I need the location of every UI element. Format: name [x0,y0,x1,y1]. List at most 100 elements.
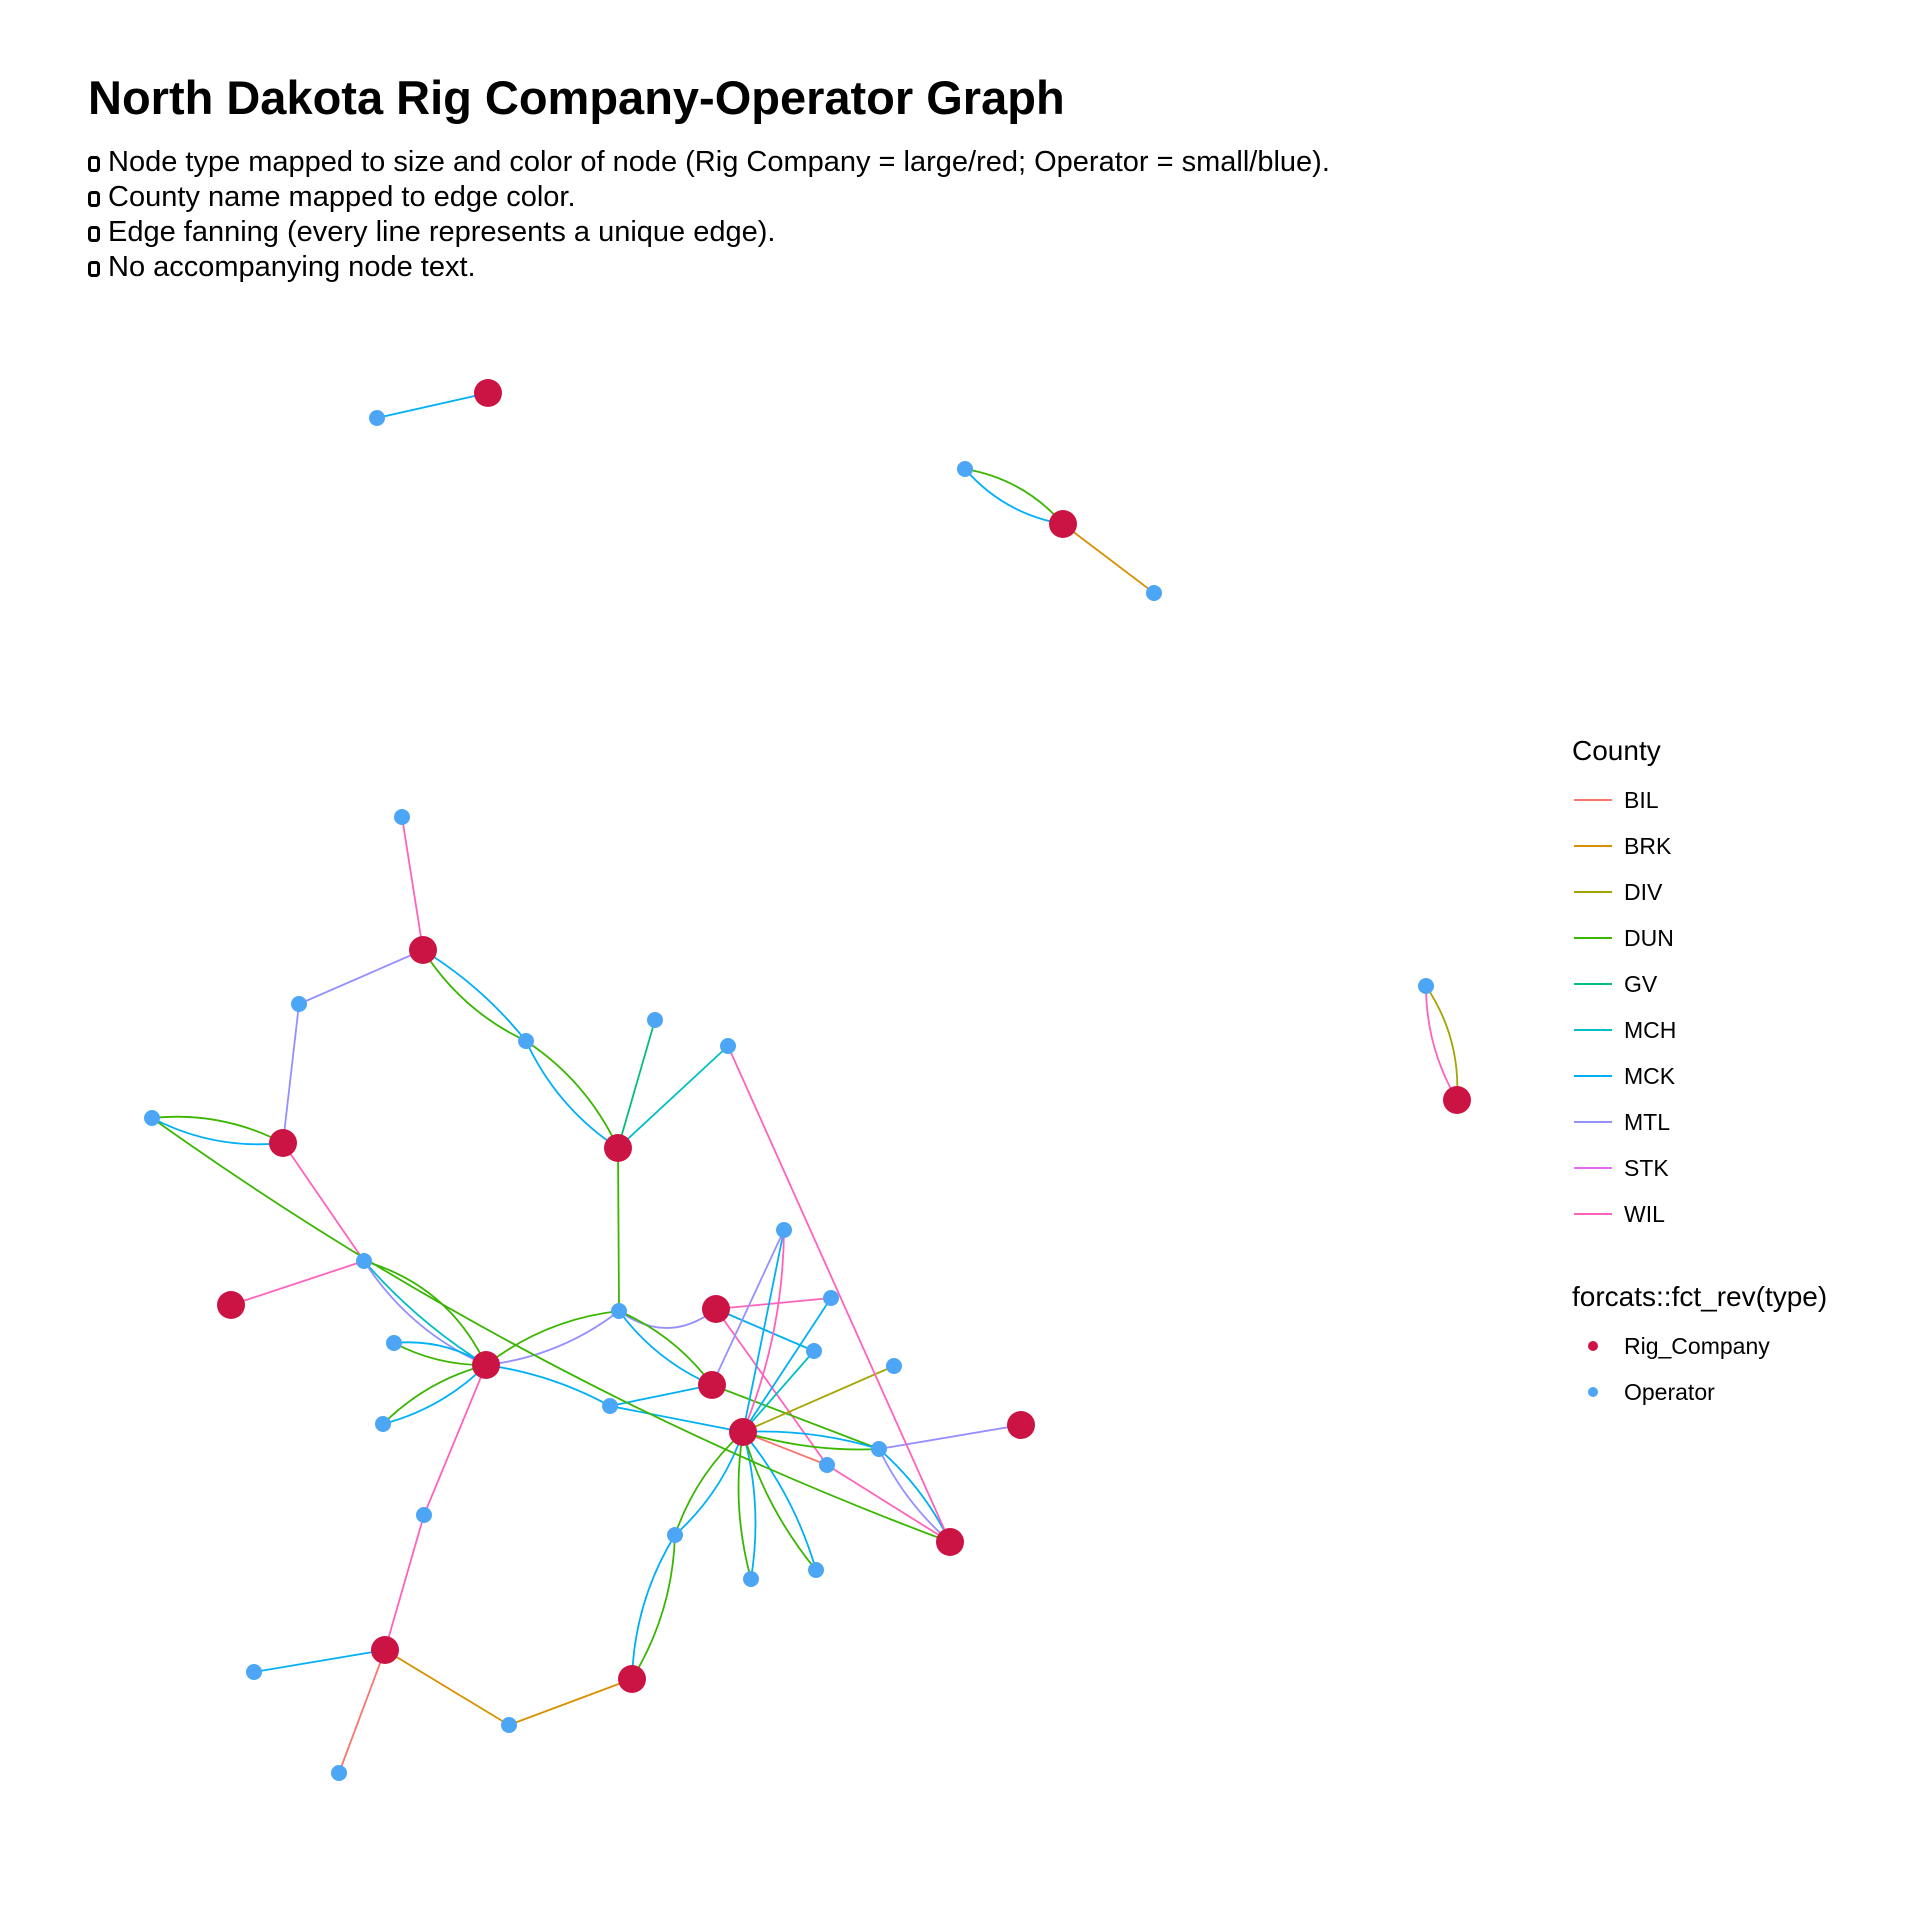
legend-county-item: BIL [1572,777,1827,823]
graph-edge [727,1045,951,1543]
legend-county-item: MCH [1572,1007,1827,1053]
bullet-icon [88,261,100,277]
legend-type-item: Operator [1572,1369,1827,1415]
subtitle-line: Edge fanning (every line represents a un… [88,215,1330,250]
graph-edge [525,1040,619,1149]
legend-dot [1588,1387,1598,1397]
graph-edge [711,1229,785,1386]
graph-edge [1062,523,1155,594]
rig-company-node [371,1636,399,1664]
legend-county-label: MCK [1624,1062,1676,1089]
operator-node [144,1110,160,1126]
legend-county-item: DUN [1572,915,1827,961]
rig-company-node [409,936,437,964]
operator-node [394,809,410,825]
operator-node [886,1358,902,1374]
graph-edge [298,949,424,1005]
operator-node [1418,978,1434,994]
legend-line-swatch [1574,1213,1612,1215]
chart-subtitle: Node type mapped to size and color of no… [88,145,1330,285]
graph-edge [282,1003,300,1144]
graph-edge [742,1431,817,1571]
legend-line-swatch [1574,891,1612,893]
graph-edge [363,1260,487,1366]
graph-edge [711,1384,880,1450]
legend-county-label: STK [1624,1154,1669,1181]
legend-line-swatch [1574,799,1612,801]
graph-edge [230,1260,365,1306]
graph-edge [618,1310,713,1386]
graph-edge [742,1431,817,1571]
rig-company-node [618,1665,646,1693]
subtitle-line: Node type mapped to size and color of no… [88,145,1330,180]
rig-company-node [217,1291,245,1319]
legend-county-label: GV [1624,970,1658,997]
graph-edge [384,1514,425,1651]
operator-node [667,1527,683,1543]
legend-county: County BIL BRK DIV DUN GV MCH MCK MTL STK WIL [1572,735,1827,1237]
graph-edge [631,1534,676,1680]
chart-title: North Dakota Rig Company-Operator Graph [88,71,1065,124]
graph-edge [742,1431,880,1451]
graph-edge [617,1019,656,1149]
operator-node [957,461,973,477]
graph-edge [363,1260,487,1366]
legend-county-item: WIL [1572,1191,1827,1237]
legend-line-swatch [1574,983,1612,985]
legend-type-item: Rig_Company [1572,1323,1827,1369]
operator-node [602,1398,618,1414]
operator-node [518,1033,534,1049]
operator-node [246,1664,262,1680]
legend-line-swatch [1574,1167,1612,1169]
nodes-layer [144,379,1471,1781]
legend-county-items: BIL BRK DIV DUN GV MCH MCK MTL STK WIL [1572,777,1827,1237]
subtitle-text: County name mapped to edge color. [108,181,576,213]
graph-edge [737,1431,752,1580]
graph-edge [742,1430,880,1450]
graph-edge [742,1297,832,1433]
graph-edge [609,1384,713,1407]
rig-company-node [936,1528,964,1556]
legend-county-label: BIL [1624,786,1659,813]
graph-edge [674,1431,744,1536]
operator-node [375,1416,391,1432]
graph-edge [631,1534,676,1680]
operator-node [776,1222,792,1238]
graph-edge [525,1040,619,1149]
graph-edge [485,1364,611,1407]
graph-edge [485,1310,620,1366]
graph-edge [151,1117,284,1146]
graph-edge [422,949,527,1042]
legend: County BIL BRK DIV DUN GV MCH MCK MTL STK WIL for… [1572,735,1827,1415]
graph-edge [617,1147,620,1312]
graph-edge [376,392,489,419]
rig-company-node [604,1134,632,1162]
operator-node [331,1765,347,1781]
legend-county-item: MTL [1572,1099,1827,1145]
graph-edge [742,1229,785,1433]
legend-dot-swatch [1574,1341,1612,1351]
rig-company-node [702,1295,730,1323]
legend-dot-swatch [1574,1387,1612,1397]
operator-node [819,1457,835,1473]
graph-edge [742,1431,757,1580]
legend-county-label: MCH [1624,1016,1677,1043]
graph-edge [715,1297,832,1310]
operator-node [386,1335,402,1351]
legend-type-title: forcats::fct_rev(type) [1572,1281,1828,1312]
rig-company-node [1007,1411,1035,1439]
operator-node [823,1290,839,1306]
operator-node [743,1571,759,1587]
subtitle-text: Edge fanning (every line represents a un… [108,216,776,248]
legend-line-swatch [1574,937,1612,939]
legend-type-label: Operator [1624,1378,1715,1405]
graph-edge [826,1464,951,1543]
graph-edge [617,1045,729,1149]
operator-node [806,1343,822,1359]
graph-edge [964,468,1064,525]
graph-edge [1425,985,1459,1101]
legend-county-item: DIV [1572,869,1827,915]
legend-county-title: County [1572,735,1661,766]
operator-node [871,1441,887,1457]
graph-edge [964,468,1064,525]
